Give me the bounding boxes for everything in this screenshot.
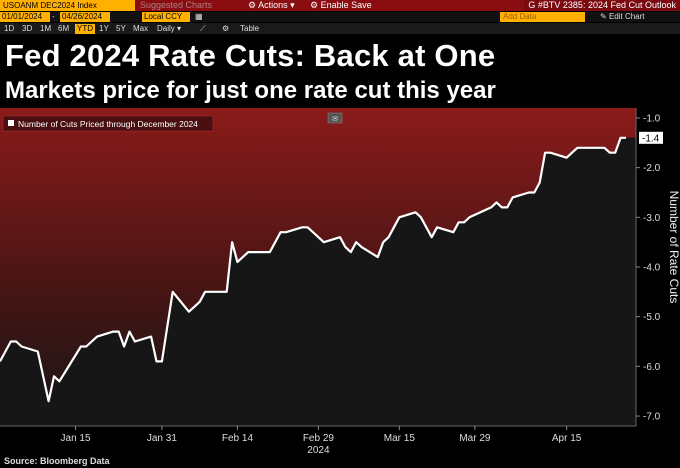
period-1y[interactable]: 1Y: [99, 24, 109, 33]
story-title: G #BTV 2385: 2024 Fed Cut Outlook: [524, 0, 680, 11]
y-tick-label: -6.0: [643, 362, 661, 373]
legend-swatch: [8, 120, 14, 126]
edit-icon: ✎: [600, 12, 609, 21]
table-button[interactable]: Table: [240, 24, 260, 33]
period-ytd[interactable]: YTD: [75, 24, 95, 34]
legend-label: Number of Cuts Priced through December 2…: [18, 119, 198, 129]
date-toolbar: [0, 12, 680, 22]
x-tick-label: Mar 15: [384, 433, 416, 444]
period-toolbar: [0, 23, 680, 34]
period-5y[interactable]: 5Y: [116, 24, 126, 33]
source-note: Source: Bloomberg Data: [4, 456, 110, 466]
x-tick-label: Jan 15: [61, 433, 91, 444]
last-value-label: -1.4: [642, 133, 660, 144]
end-date-input[interactable]: 04/26/2024: [60, 12, 110, 22]
y-tick-label: -5.0: [643, 312, 661, 323]
chart-options-icon[interactable]: ✉: [327, 112, 343, 124]
last-value-marker: -1.4: [639, 131, 663, 144]
start-date-input[interactable]: 01/01/2024: [0, 12, 50, 22]
calendar-icon[interactable]: ▦: [195, 12, 203, 21]
y-tick-label: -7.0: [643, 412, 661, 423]
chart-headline: Fed 2024 Rate Cuts: Back at One: [5, 38, 496, 73]
period-max[interactable]: Max: [133, 24, 149, 33]
frequency-select[interactable]: Daily ▾: [157, 24, 182, 33]
y-tick-label: -2.0: [643, 163, 661, 174]
period-3d[interactable]: 3D: [22, 24, 33, 33]
legend: Number of Cuts Priced through December 2…: [2, 115, 214, 132]
x-tick-label: Mar 29: [459, 433, 491, 444]
x-year-label: 2024: [307, 445, 330, 456]
y-axis-title: Number of Rate Cuts: [667, 191, 680, 304]
x-tick-label: Feb 14: [222, 433, 254, 444]
date-separator: -: [52, 12, 55, 21]
suggested-charts-menu[interactable]: Suggested Charts: [140, 0, 213, 10]
save-icon: ⚙: [310, 0, 321, 10]
actions-icon: ⚙: [248, 0, 259, 10]
area-fill: [0, 137, 636, 427]
add-data-input[interactable]: Add Data: [500, 12, 585, 22]
y-tick-label: -3.0: [643, 213, 661, 224]
actions-menu[interactable]: ⚙ Actions ▾: [248, 0, 295, 10]
edit-chart-button[interactable]: ✎ Edit Chart: [600, 12, 645, 21]
period-1d[interactable]: 1D: [4, 24, 15, 33]
chart-subheadline: Markets price for just one rate cut this…: [5, 77, 496, 104]
y-tick-label: -1.0: [643, 113, 661, 124]
y-tick-label: -4.0: [643, 263, 661, 274]
x-tick-label: Feb 29: [303, 433, 335, 444]
enable-save-button[interactable]: ⚙ Enable Save: [310, 0, 372, 10]
settings-icon[interactable]: ⚙: [222, 24, 230, 33]
series-line: [0, 136, 626, 403]
top-toolbar: [0, 0, 680, 11]
period-1m[interactable]: 1M: [40, 24, 52, 33]
line-chart-icon[interactable]: ⟋: [200, 24, 206, 33]
ticker-input[interactable]: USOANM DEC2024 Index: [0, 0, 135, 11]
currency-select[interactable]: Local CCY: [142, 12, 190, 22]
svg-text:✉: ✉: [332, 115, 338, 123]
x-tick-label: Jan 31: [147, 433, 177, 444]
x-tick-label: Apr 15: [552, 433, 582, 444]
period-6m[interactable]: 6M: [58, 24, 70, 33]
